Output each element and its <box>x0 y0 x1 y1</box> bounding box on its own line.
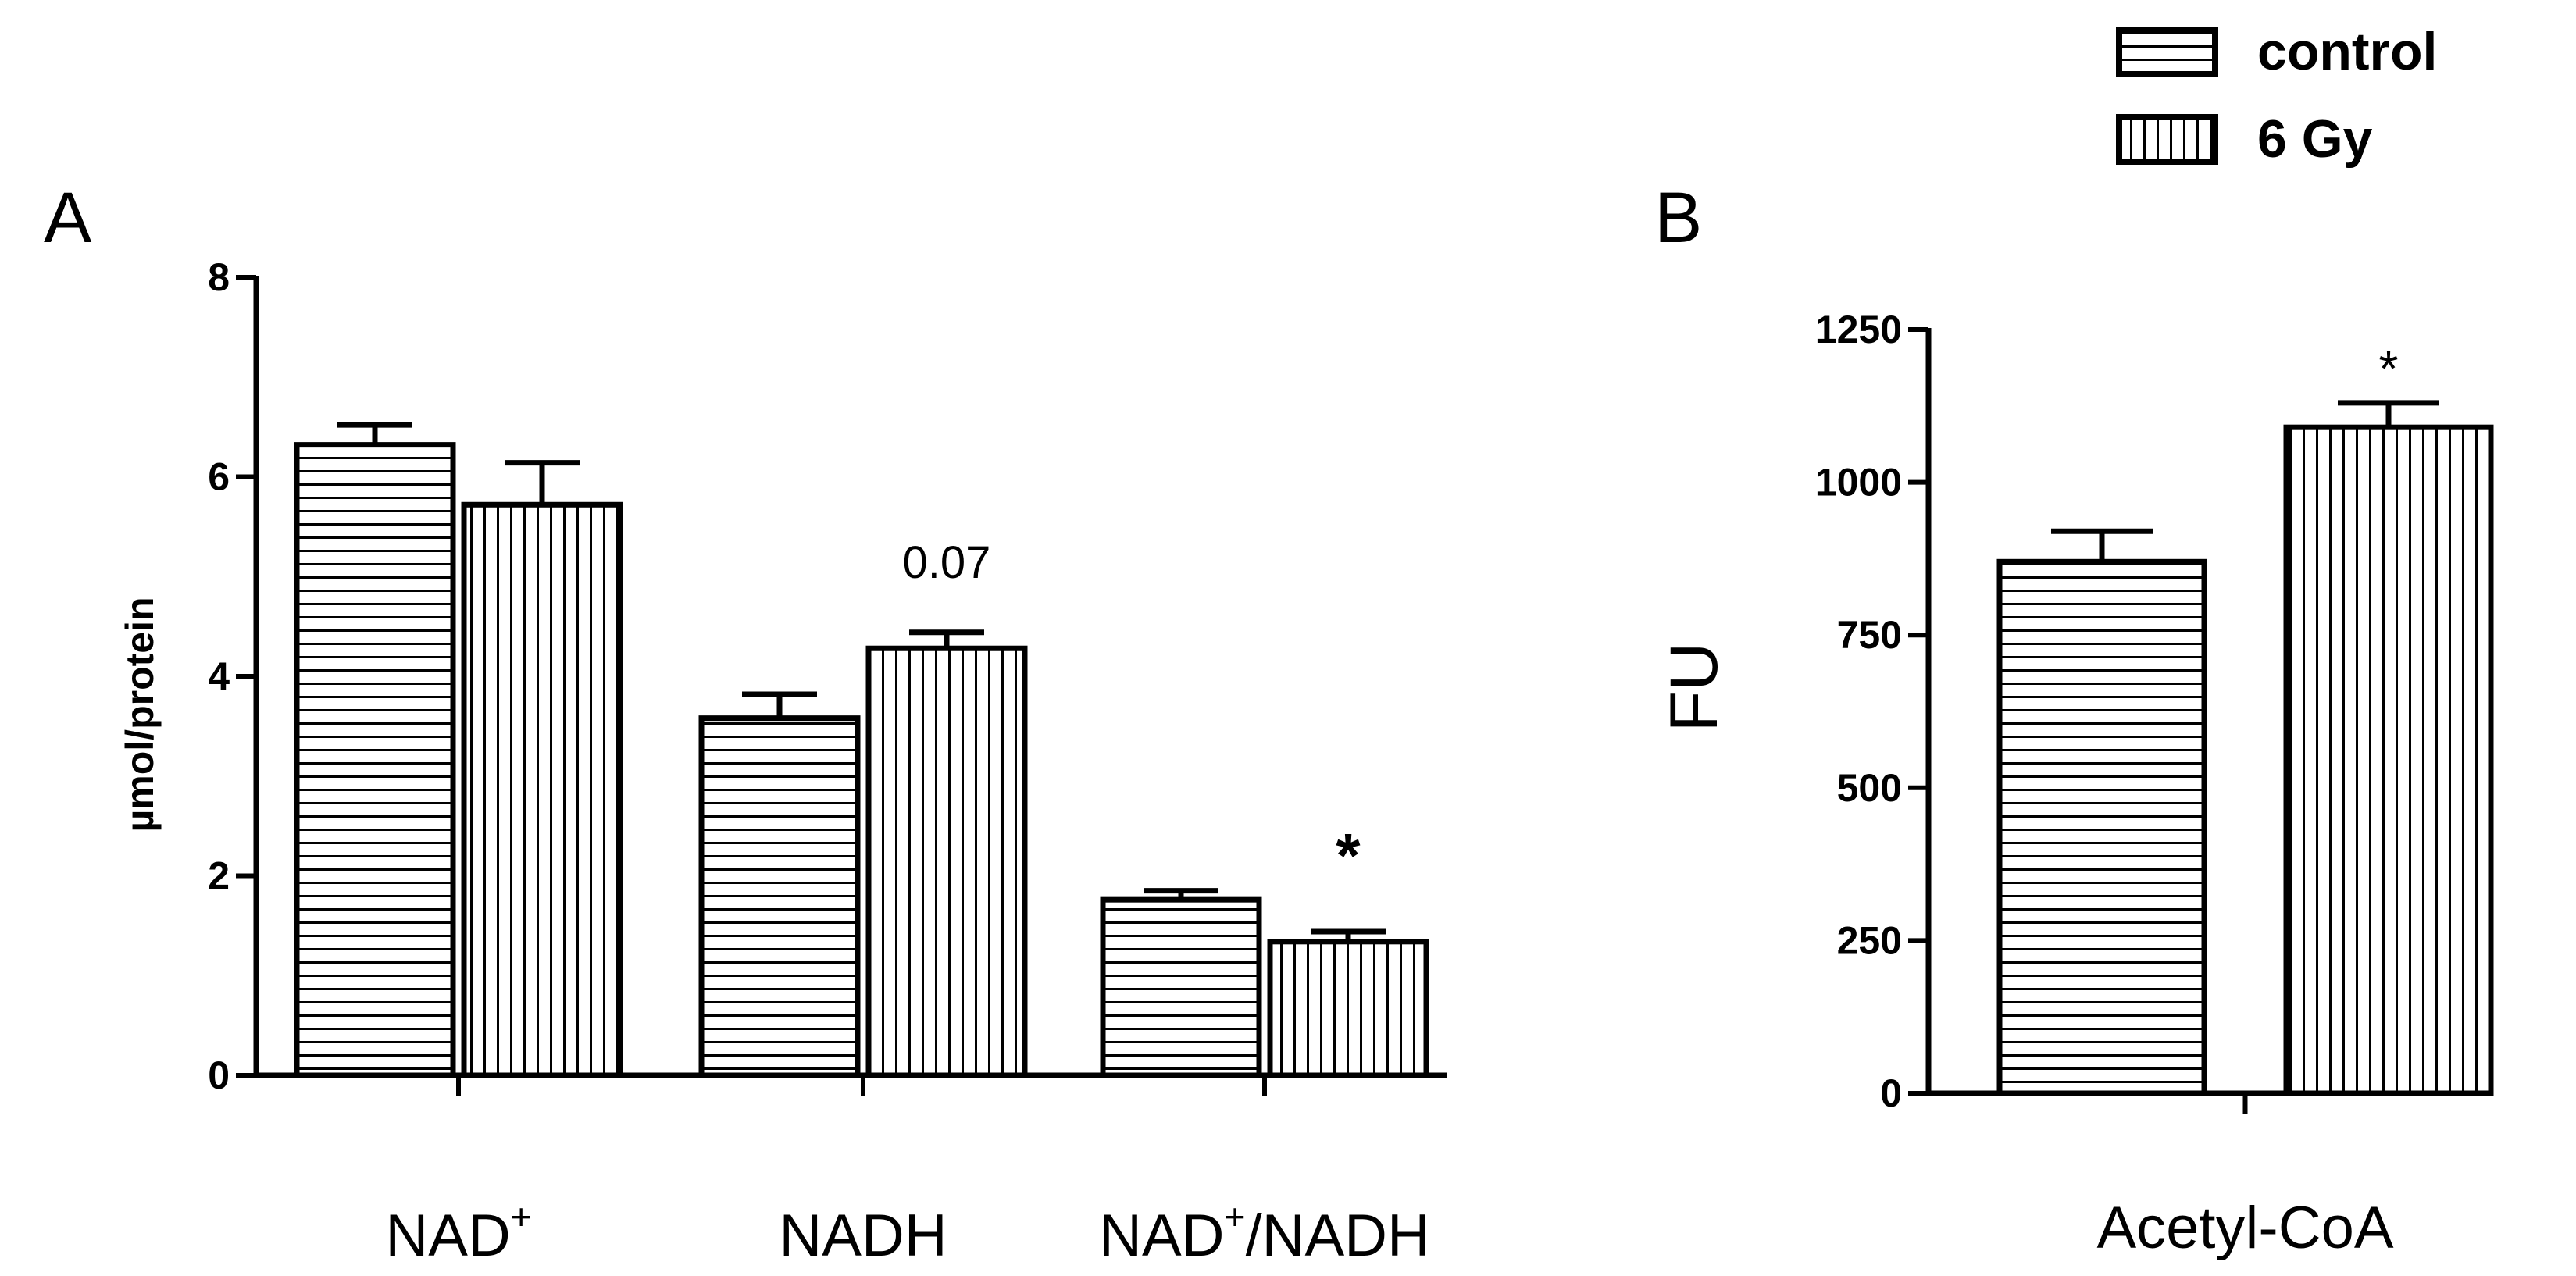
panel-b-y-tick-label: 0 <box>1880 1071 1902 1115</box>
panel-b-bar-vertical <box>2283 424 2494 1096</box>
panel-b-category-label: Acetyl-CoA <box>2096 1195 2393 1261</box>
panel-a-bar-horizontal <box>294 442 456 1078</box>
panel-a-y-tick-label: 2 <box>208 854 230 898</box>
panel-a-bar-vertical <box>1267 939 1429 1078</box>
panel-a-category-label: NAD+/NADH <box>1099 1196 1430 1269</box>
panel-b-y-tick-label: 250 <box>1837 918 1902 962</box>
panel-letter-a: A <box>44 178 92 258</box>
panel-b-y-tick-label: 750 <box>1837 613 1902 657</box>
panel-a-annotation: * <box>1336 821 1361 890</box>
panel-b-bar-horizontal <box>1996 558 2207 1096</box>
panel-a-bar-vertical <box>461 501 623 1078</box>
panel-b-chart: 0 250 500 750 1000 1250 Acetyl-CoA * <box>1815 308 2494 1261</box>
legend: control 6 Gy <box>2116 22 2437 169</box>
panel-a-annotation: 0.07 <box>903 537 991 588</box>
panel-a-bar-horizontal <box>698 715 861 1078</box>
panel-b-y-tick-label: 500 <box>1837 766 1902 810</box>
legend-swatch-vertical <box>2116 114 2218 165</box>
panel-b-annotation: * <box>2379 340 2399 397</box>
legend-swatch-horizontal <box>2116 27 2218 77</box>
legend-label: 6 Gy <box>2257 109 2373 169</box>
panel-a-y-tick-label: 0 <box>208 1053 230 1097</box>
panel-b-y-tick-label: 1000 <box>1815 461 1902 504</box>
panel-a-bar-horizontal <box>1100 896 1262 1078</box>
panel-a-category-label: NAD+ <box>385 1196 531 1269</box>
panel-letter-b: B <box>1654 178 1702 258</box>
panel-a-chart: 0 2 4 6 8 NAD+ NADH NAD+/NADH 0.07 * <box>208 255 1447 1269</box>
panel-a-y-axis-label: µmol/protein <box>118 597 162 832</box>
panel-a-category-label: NADH <box>779 1203 947 1269</box>
legend-label: control <box>2257 22 2437 81</box>
panel-a-y-tick-label: 8 <box>208 255 230 299</box>
panel-b-y-axis-label: FU <box>1657 643 1732 732</box>
panel-b-y-tick-label: 1250 <box>1815 308 1902 351</box>
panel-a-y-tick-label: 4 <box>208 654 230 698</box>
panel-a-y-tick-label: 6 <box>208 455 230 499</box>
panel-a-bar-vertical <box>865 645 1028 1078</box>
